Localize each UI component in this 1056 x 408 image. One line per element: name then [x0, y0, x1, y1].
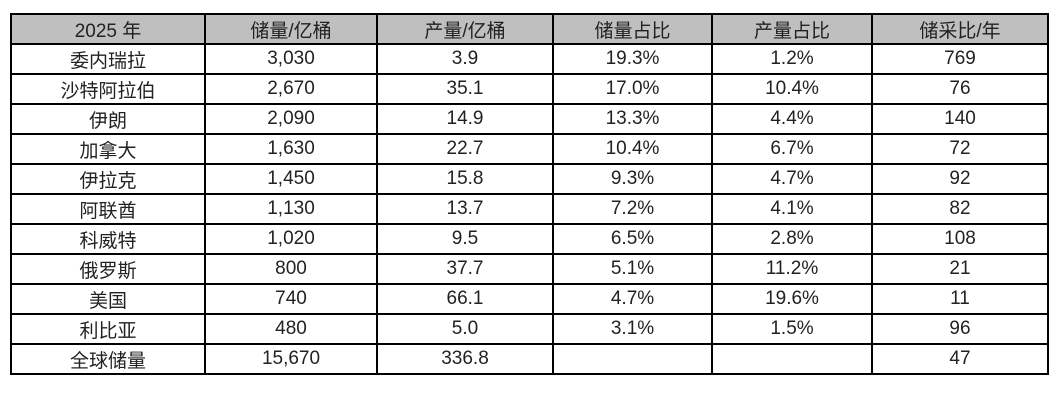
cell-production: 15.8: [376, 163, 554, 195]
cell-rp-ratio: 96: [871, 313, 1049, 345]
cell-rp-ratio: 47: [871, 343, 1049, 375]
cell-country: 俄罗斯: [10, 253, 206, 285]
cell-country: 委内瑞拉: [10, 43, 206, 75]
cell-reserves: 740: [204, 283, 378, 315]
table-row: 加拿大 1,630 22.7 10.4% 6.7% 72: [10, 133, 1049, 165]
cell-rp-ratio: 92: [871, 163, 1049, 195]
cell-production-share: 1.5%: [711, 313, 873, 345]
cell-reserve-share: 4.7%: [552, 283, 713, 315]
header-reserves: 储量/亿桶: [204, 13, 378, 45]
cell-rp-ratio: 82: [871, 193, 1049, 225]
cell-production-share: 2.8%: [711, 223, 873, 255]
cell-reserve-share: 3.1%: [552, 313, 713, 345]
cell-reserves: 1,130: [204, 193, 378, 225]
cell-rp-ratio: 11: [871, 283, 1049, 315]
cell-reserves: 2,670: [204, 73, 378, 105]
table-row: 委内瑞拉 3,030 3.9 19.3% 1.2% 769: [10, 43, 1049, 75]
cell-rp-ratio: 140: [871, 103, 1049, 135]
cell-production: 37.7: [376, 253, 554, 285]
cell-production: 9.5: [376, 223, 554, 255]
cell-production: 336.8: [376, 343, 554, 375]
table-row: 全球储量 15,670 336.8 47: [10, 343, 1049, 375]
cell-production-share: 1.2%: [711, 43, 873, 75]
cell-production-share: 4.4%: [711, 103, 873, 135]
cell-country: 科威特: [10, 223, 206, 255]
cell-production: 66.1: [376, 283, 554, 315]
cell-reserves: 1,020: [204, 223, 378, 255]
cell-production-share: 10.4%: [711, 73, 873, 105]
table-row: 俄罗斯 800 37.7 5.1% 11.2% 21: [10, 253, 1049, 285]
table-row: 利比亚 480 5.0 3.1% 1.5% 96: [10, 313, 1049, 345]
cell-production-share: 6.7%: [711, 133, 873, 165]
cell-production: 35.1: [376, 73, 554, 105]
cell-country: 阿联酋: [10, 193, 206, 225]
table-row: 阿联酋 1,130 13.7 7.2% 4.1% 82: [10, 193, 1049, 225]
cell-country: 加拿大: [10, 133, 206, 165]
cell-reserve-share: 7.2%: [552, 193, 713, 225]
cell-production-share: 4.1%: [711, 193, 873, 225]
header-year: 2025 年: [10, 13, 206, 45]
cell-reserve-share: 9.3%: [552, 163, 713, 195]
table-row: 科威特 1,020 9.5 6.5% 2.8% 108: [10, 223, 1049, 255]
table-row: 伊朗 2,090 14.9 13.3% 4.4% 140: [10, 103, 1049, 135]
cell-reserves: 3,030: [204, 43, 378, 75]
cell-reserves: 480: [204, 313, 378, 345]
cell-production-share: 19.6%: [711, 283, 873, 315]
table-row: 伊拉克 1,450 15.8 9.3% 4.7% 92: [10, 163, 1049, 195]
cell-country: 伊拉克: [10, 163, 206, 195]
cell-rp-ratio: 76: [871, 73, 1049, 105]
table-body: 委内瑞拉 3,030 3.9 19.3% 1.2% 769 沙特阿拉伯 2,670 35.1 17…: [10, 43, 1049, 375]
cell-country: 美国: [10, 283, 206, 315]
cell-reserves: 2,090: [204, 103, 378, 135]
cell-reserve-share: 19.3%: [552, 43, 713, 75]
header-production-share: 产量占比: [711, 13, 873, 45]
cell-rp-ratio: 769: [871, 43, 1049, 75]
cell-production: 22.7: [376, 133, 554, 165]
cell-production: 5.0: [376, 313, 554, 345]
cell-production-share: 4.7%: [711, 163, 873, 195]
cell-reserve-share: 5.1%: [552, 253, 713, 285]
cell-reserve-share: 6.5%: [552, 223, 713, 255]
cell-production-share: 11.2%: [711, 253, 873, 285]
cell-reserves: 1,630: [204, 133, 378, 165]
cell-reserves: 15,670: [204, 343, 378, 375]
header-production: 产量/亿桶: [376, 13, 554, 45]
cell-reserves: 1,450: [204, 163, 378, 195]
cell-reserve-share: 17.0%: [552, 73, 713, 105]
oil-reserves-table: 2025 年 储量/亿桶 产量/亿桶 储量占比 产量占比 储采比/年 委内瑞拉 3…: [10, 13, 1049, 375]
cell-rp-ratio: 21: [871, 253, 1049, 285]
cell-country: 全球储量: [10, 343, 206, 375]
cell-reserves: 800: [204, 253, 378, 285]
cell-rp-ratio: 108: [871, 223, 1049, 255]
header-rp-ratio: 储采比/年: [871, 13, 1049, 45]
cell-country: 利比亚: [10, 313, 206, 345]
cell-rp-ratio: 72: [871, 133, 1049, 165]
table-row: 沙特阿拉伯 2,670 35.1 17.0% 10.4% 76: [10, 73, 1049, 105]
cell-production: 3.9: [376, 43, 554, 75]
cell-reserve-share: 10.4%: [552, 133, 713, 165]
header-reserve-share: 储量占比: [552, 13, 713, 45]
cell-production: 13.7: [376, 193, 554, 225]
cell-reserve-share: [552, 343, 713, 375]
cell-production: 14.9: [376, 103, 554, 135]
cell-country: 伊朗: [10, 103, 206, 135]
cell-production-share: [711, 343, 873, 375]
cell-reserve-share: 13.3%: [552, 103, 713, 135]
cell-country: 沙特阿拉伯: [10, 73, 206, 105]
table-header-row: 2025 年 储量/亿桶 产量/亿桶 储量占比 产量占比 储采比/年: [10, 13, 1049, 45]
table-row: 美国 740 66.1 4.7% 19.6% 11: [10, 283, 1049, 315]
